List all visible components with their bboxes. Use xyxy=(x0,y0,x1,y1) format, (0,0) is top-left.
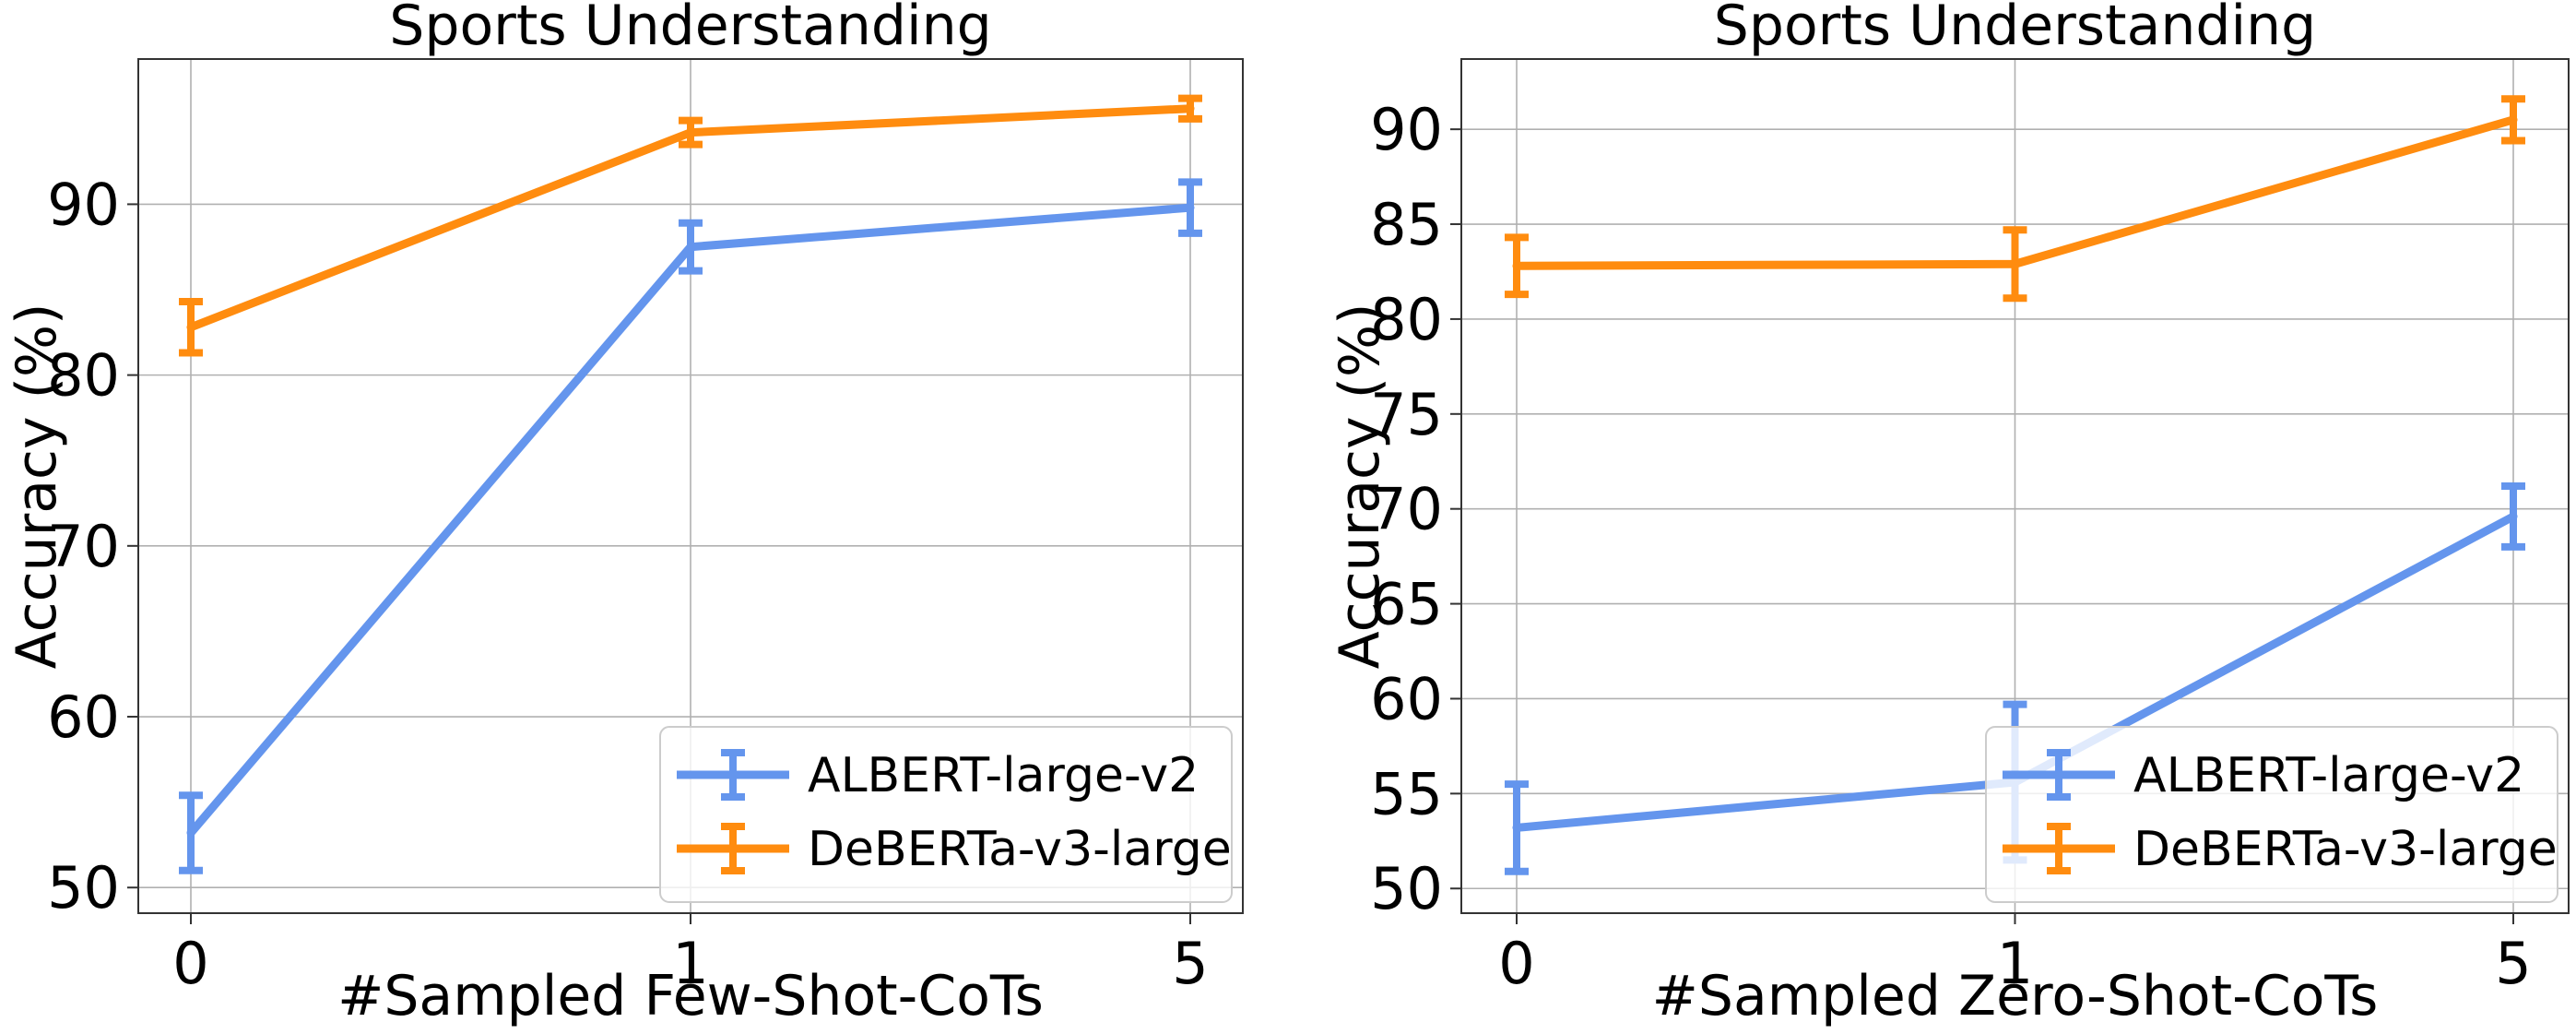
y-tick-label: 80 xyxy=(1370,286,1443,353)
data-point xyxy=(1513,262,1520,270)
y-tick-label: 90 xyxy=(1370,96,1443,163)
y-tick-label: 60 xyxy=(47,683,120,751)
data-point xyxy=(1513,824,1520,832)
series-DeBERTa xyxy=(179,94,1202,357)
x-tick-label: 1 xyxy=(1997,930,2033,997)
legend-item-DeBERTa: DeBERTa-v3-large xyxy=(677,822,1232,877)
y-tick-label: 75 xyxy=(1370,381,1443,448)
y-tick-label: 50 xyxy=(47,854,120,921)
legend-item-ALBERT: ALBERT-large-v2 xyxy=(2003,748,2524,803)
series-DeBERTa xyxy=(1505,95,2525,303)
legend-item-ALBERT: ALBERT-large-v2 xyxy=(677,748,1199,803)
y-tick-label: 55 xyxy=(1370,760,1443,827)
y-tick-label: 80 xyxy=(47,342,120,410)
legend-box xyxy=(1985,726,2558,903)
data-point xyxy=(2510,512,2517,520)
x-tick-label: 5 xyxy=(1172,930,1208,997)
y-tick-label: 70 xyxy=(47,513,120,580)
x-tick-label: 0 xyxy=(1498,930,1534,997)
x-tick-label: 1 xyxy=(672,930,708,997)
data-point xyxy=(187,828,195,837)
chart-panel-2: 50 55 60 65 70 75 80 85 90 0 1 5 Sports Understandin… xyxy=(1328,0,2570,1028)
chart-title: Sports Understanding xyxy=(389,0,991,58)
data-point xyxy=(687,243,694,251)
legend-box xyxy=(659,726,1233,903)
data-point xyxy=(2510,115,2517,124)
y-tick-label: 50 xyxy=(1370,855,1443,922)
data-point xyxy=(1187,204,1194,212)
data-point xyxy=(687,128,694,137)
legend: ALBERT-large-v2 DeBERTa-v3-large xyxy=(659,726,1233,903)
chart-panel-1: 50 60 70 80 90 0 1 5 Sports Understanding #Sample… xyxy=(5,0,1244,1028)
y-tick-label: 90 xyxy=(47,171,120,238)
data-point xyxy=(1187,104,1194,113)
x-axis-label: #Sampled Zero-Shot-CoTs xyxy=(1652,964,2379,1028)
x-axis-label: #Sampled Few-Shot-CoTs xyxy=(337,964,1044,1028)
legend-label: ALBERT-large-v2 xyxy=(2133,748,2524,803)
y-tick-label: 70 xyxy=(1370,476,1443,543)
legend-label: DeBERTa-v3-large xyxy=(2133,822,2558,877)
series-ALBERT xyxy=(179,178,1202,874)
chart-title: Sports Understanding xyxy=(1714,0,2316,58)
y-axis-label: Accuracy (%) xyxy=(1328,303,1392,670)
data-point xyxy=(187,323,195,331)
legend: ALBERT-large-v2 DeBERTa-v3-large xyxy=(1985,726,2558,903)
y-axis-label: Accuracy (%) xyxy=(5,303,69,670)
legend-item-DeBERTa: DeBERTa-v3-large xyxy=(2003,822,2558,877)
legend-label: DeBERTa-v3-large xyxy=(808,822,1232,877)
y-tick-label: 65 xyxy=(1370,571,1443,638)
x-tick-label: 5 xyxy=(2495,930,2531,997)
y-tick-label: 60 xyxy=(1370,665,1443,732)
legend-label: ALBERT-large-v2 xyxy=(808,748,1199,803)
data-point xyxy=(2011,260,2019,268)
x-tick-label: 0 xyxy=(172,930,208,997)
y-tick-label: 85 xyxy=(1370,191,1443,258)
